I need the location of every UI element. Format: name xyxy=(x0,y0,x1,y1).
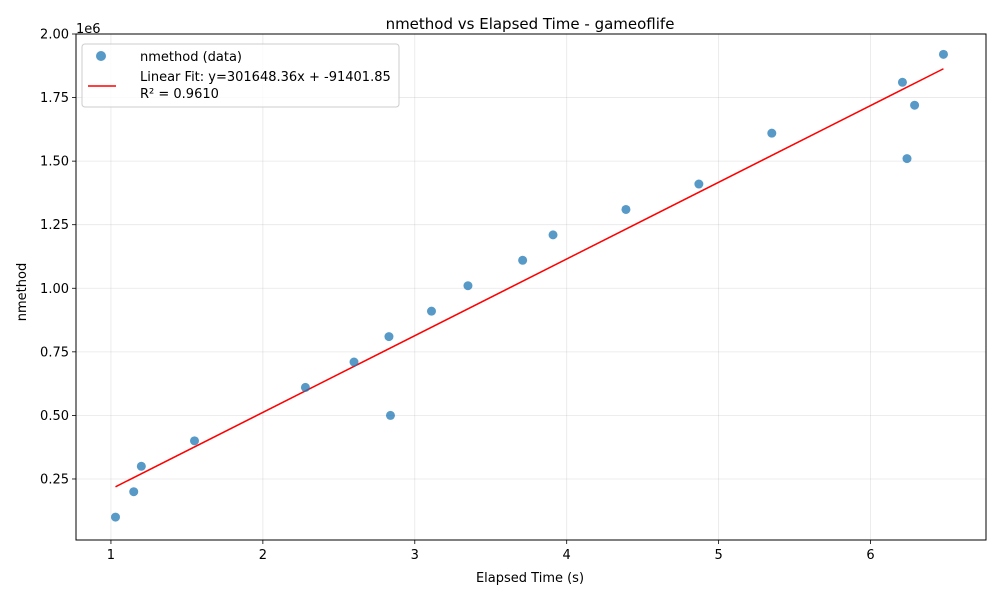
data-point xyxy=(384,332,394,342)
x-tick-label: 1 xyxy=(107,548,115,563)
y-axis-ticks: 0.25 0.50 0.75 1.00 1.25 1.50 1.75 2.00 xyxy=(40,28,76,487)
legend: nmethod (data) Linear Fit: y=301648.36x … xyxy=(81,43,400,108)
plot-frame xyxy=(75,33,987,541)
y-tick-label: 0.50 xyxy=(40,409,69,424)
legend-label-data: nmethod (data) xyxy=(140,50,242,65)
y-tick-label: 1.25 xyxy=(40,218,69,233)
y-tick-label: 1.50 xyxy=(40,155,69,170)
x-axis-ticks: 1 2 3 4 5 6 xyxy=(107,540,875,563)
x-tick-label: 2 xyxy=(259,548,267,563)
y-tick-label: 0.25 xyxy=(40,472,69,487)
y-tick-label: 1.00 xyxy=(40,282,69,297)
data-point xyxy=(902,154,912,164)
data-point xyxy=(548,230,558,240)
data-point xyxy=(426,306,436,316)
data-point xyxy=(110,512,120,522)
data-point xyxy=(349,357,359,367)
y-tick-label: 0.75 xyxy=(40,345,69,360)
data-point xyxy=(463,281,473,291)
y-tick-label: 2.00 xyxy=(40,28,69,43)
data-point xyxy=(897,77,907,87)
data-point xyxy=(385,410,395,420)
x-tick-label: 5 xyxy=(714,548,722,563)
data-point xyxy=(938,49,948,59)
fit-line xyxy=(115,68,944,488)
legend-label-fit-r2: R² = 0.9610 xyxy=(140,87,219,102)
data-point xyxy=(129,487,139,497)
y-axis-offset-label: 1e6 xyxy=(76,22,101,37)
legend-label-fit: Linear Fit: y=301648.36x + -91401.85 xyxy=(140,70,391,85)
legend-box xyxy=(81,43,400,108)
x-tick-label: 6 xyxy=(866,548,874,563)
x-tick-label: 3 xyxy=(411,548,419,563)
data-point xyxy=(136,461,146,471)
x-tick-label: 4 xyxy=(563,548,571,563)
data-point xyxy=(518,255,528,265)
chart-title: nmethod vs Elapsed Time - gameoflife xyxy=(386,15,675,33)
y-axis-label: nmethod xyxy=(15,263,30,321)
data-point xyxy=(189,436,199,446)
x-axis-label: Elapsed Time (s) xyxy=(476,571,584,586)
data-point xyxy=(694,179,704,189)
data-point xyxy=(910,100,920,110)
data-point xyxy=(621,204,631,214)
data-point xyxy=(300,382,310,392)
legend-marker-data xyxy=(96,51,106,61)
chart-marks xyxy=(110,49,948,522)
data-point xyxy=(767,128,777,138)
y-tick-label: 1.75 xyxy=(40,91,69,106)
